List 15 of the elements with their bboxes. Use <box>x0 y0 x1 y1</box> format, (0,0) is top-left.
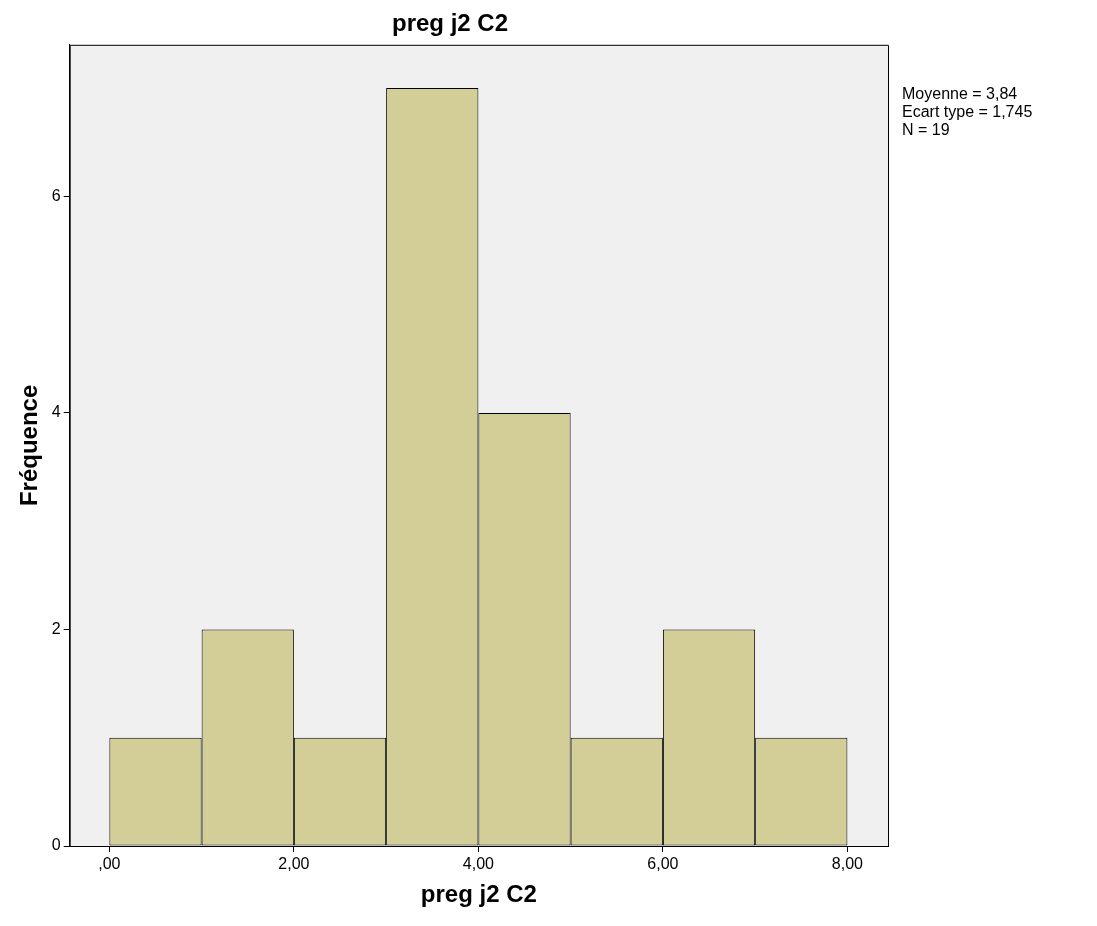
x-tick-label: 4,00 <box>462 855 495 873</box>
x-axis-title: preg j2 C2 <box>420 880 537 908</box>
y-tick-label: 2 <box>51 619 61 637</box>
chart-title: preg j2 C2 <box>391 9 509 37</box>
x-tick-label: 2,00 <box>278 855 310 873</box>
x-tick-label: ,00 <box>98 855 121 873</box>
y-tick-label: 4 <box>51 403 61 421</box>
text: Moyenne = 3,84 <box>902 85 1018 103</box>
x-tick-label: 8,00 <box>831 855 864 873</box>
text: N = 19 <box>902 121 950 139</box>
x-tick-label: 6,00 <box>647 855 679 873</box>
y-axis-title: Fréquence <box>15 384 43 507</box>
y-tick-label: 0 <box>51 836 61 854</box>
y-tick-label: 6 <box>51 186 61 204</box>
text: Ecart type = 1,745 <box>902 103 1033 121</box>
